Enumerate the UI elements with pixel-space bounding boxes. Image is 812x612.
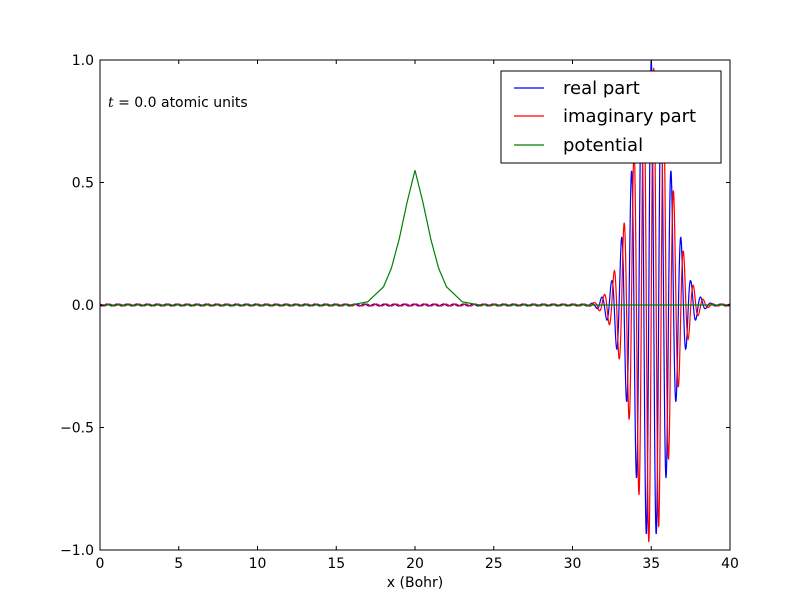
legend-label: imaginary part [563, 106, 696, 127]
time-variable: t [108, 95, 114, 111]
x-tick-label: 25 [485, 556, 503, 572]
x-tick-label: 15 [327, 556, 345, 572]
legend-box [500, 70, 722, 164]
x-tick-label: 35 [642, 556, 660, 572]
y-tick-label: −1.0 [60, 543, 94, 559]
legend-label: real part [563, 78, 640, 99]
x-tick-label: 30 [564, 556, 582, 572]
y-tick-label: 0.0 [72, 298, 94, 314]
legend: real part imaginary part potential [500, 70, 722, 164]
legend-label: potential [563, 135, 643, 156]
time-annotation-text: = 0.0 atomic units [114, 95, 248, 111]
x-tick-label: 10 [249, 556, 267, 572]
y-tick-label: 0.5 [72, 176, 94, 192]
x-tick-label: 20 [406, 556, 424, 572]
series-layer [100, 60, 730, 543]
legend-entries: real part imaginary part potential [514, 78, 696, 156]
time-annotation: t = 0.0 atomic units [108, 95, 248, 111]
ticks-layer: 0 5 10 15 20 25 30 35 40 −1.0 −0.5 0.0 0.5 1.0 [60, 53, 739, 572]
y-tick-label: 1.0 [72, 53, 94, 69]
y-tick-label: −0.5 [60, 421, 94, 437]
series-potential-line [100, 170, 730, 306]
x-tick-label: 40 [721, 556, 739, 572]
chart-figure: 0 5 10 15 20 25 30 35 40 −1.0 −0.5 0.0 0.5 1.0 x (Boh… [60, 53, 739, 591]
chart-canvas: 0 5 10 15 20 25 30 35 40 −1.0 −0.5 0.0 0.5 1.0 x (Boh… [60, 53, 739, 591]
x-tick-label: 5 [174, 556, 183, 572]
x-tick-label: 0 [96, 556, 105, 572]
x-axis-label: x (Bohr) [387, 575, 443, 591]
